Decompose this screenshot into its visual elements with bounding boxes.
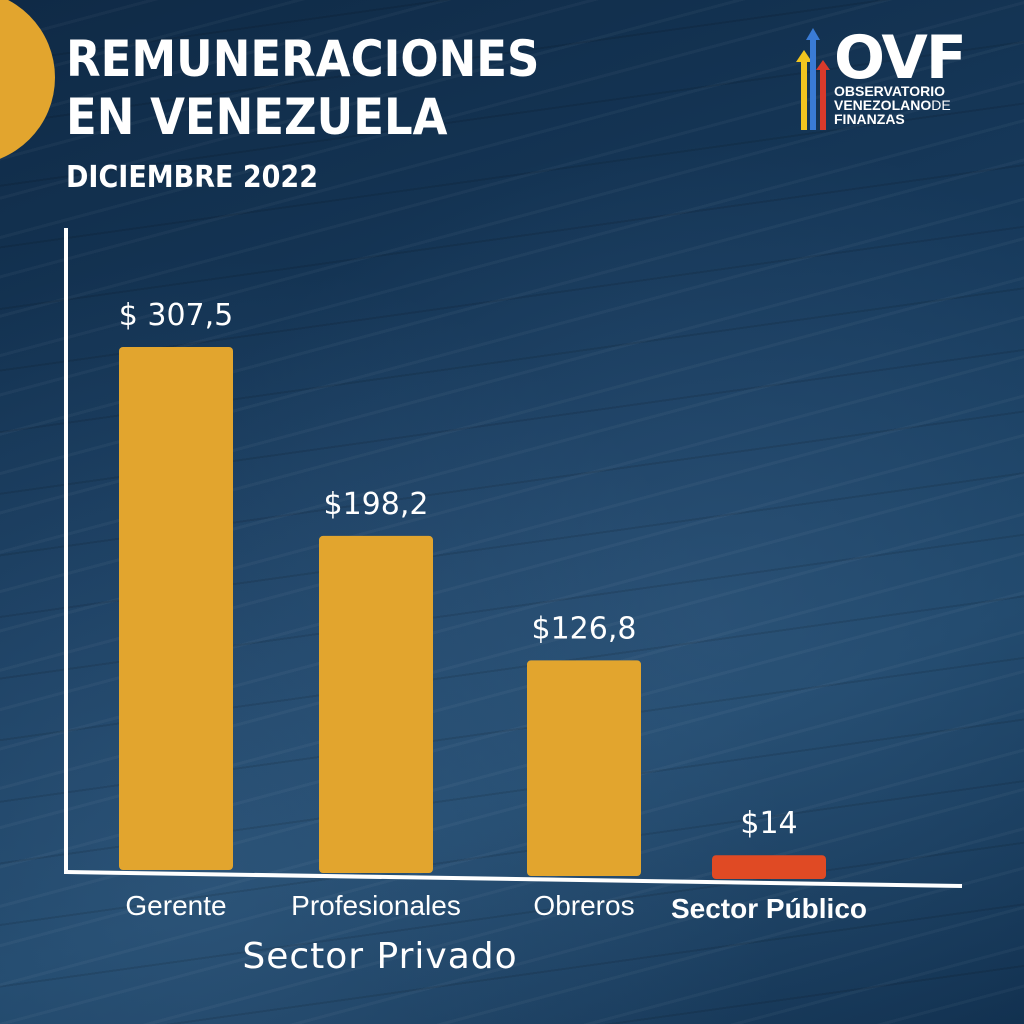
- category-label: Profesionales: [291, 890, 461, 921]
- logo-brand: OVF: [834, 23, 967, 93]
- ovf-logo: OVF OBSERVATORIO VENEZOLANODE FINANZAS: [786, 26, 986, 136]
- title-line-1: REMUNERACIONES: [66, 30, 540, 88]
- category-label: Obreros: [533, 890, 634, 921]
- category-label: Gerente: [125, 890, 226, 921]
- value-label: $ 307,5: [119, 298, 234, 333]
- value-label: $126,8: [532, 611, 637, 646]
- arrows-icon: [796, 28, 830, 130]
- logo-line-3: FINANZAS: [834, 111, 905, 127]
- bar-profesionales: [319, 535, 433, 873]
- logo-line-2: VENEZOLANODE: [834, 98, 951, 112]
- bar-obreros: [527, 660, 641, 876]
- bar-sector-público: [712, 855, 826, 879]
- logo-line-2-suffix: DE: [931, 97, 951, 113]
- value-label: $14: [740, 806, 797, 841]
- logo-line-1: OBSERVATORIO: [834, 83, 945, 99]
- value-label: $198,2: [324, 487, 429, 522]
- logo-line-2-main: VENEZOLANO: [834, 97, 932, 113]
- category-label: Sector Público: [671, 893, 867, 924]
- page-title: REMUNERACIONES EN VENEZUELA: [66, 30, 539, 146]
- group-label-sector-privado: Sector Privado: [242, 936, 517, 977]
- page-subtitle: DICIEMBRE 2022: [66, 160, 318, 195]
- x-axis-line: [65, 870, 963, 888]
- logo-subtitle: OBSERVATORIO VENEZOLANODE FINANZAS: [834, 84, 951, 126]
- bar-gerente: [119, 347, 233, 870]
- title-line-2: EN VENEZUELA: [66, 88, 448, 146]
